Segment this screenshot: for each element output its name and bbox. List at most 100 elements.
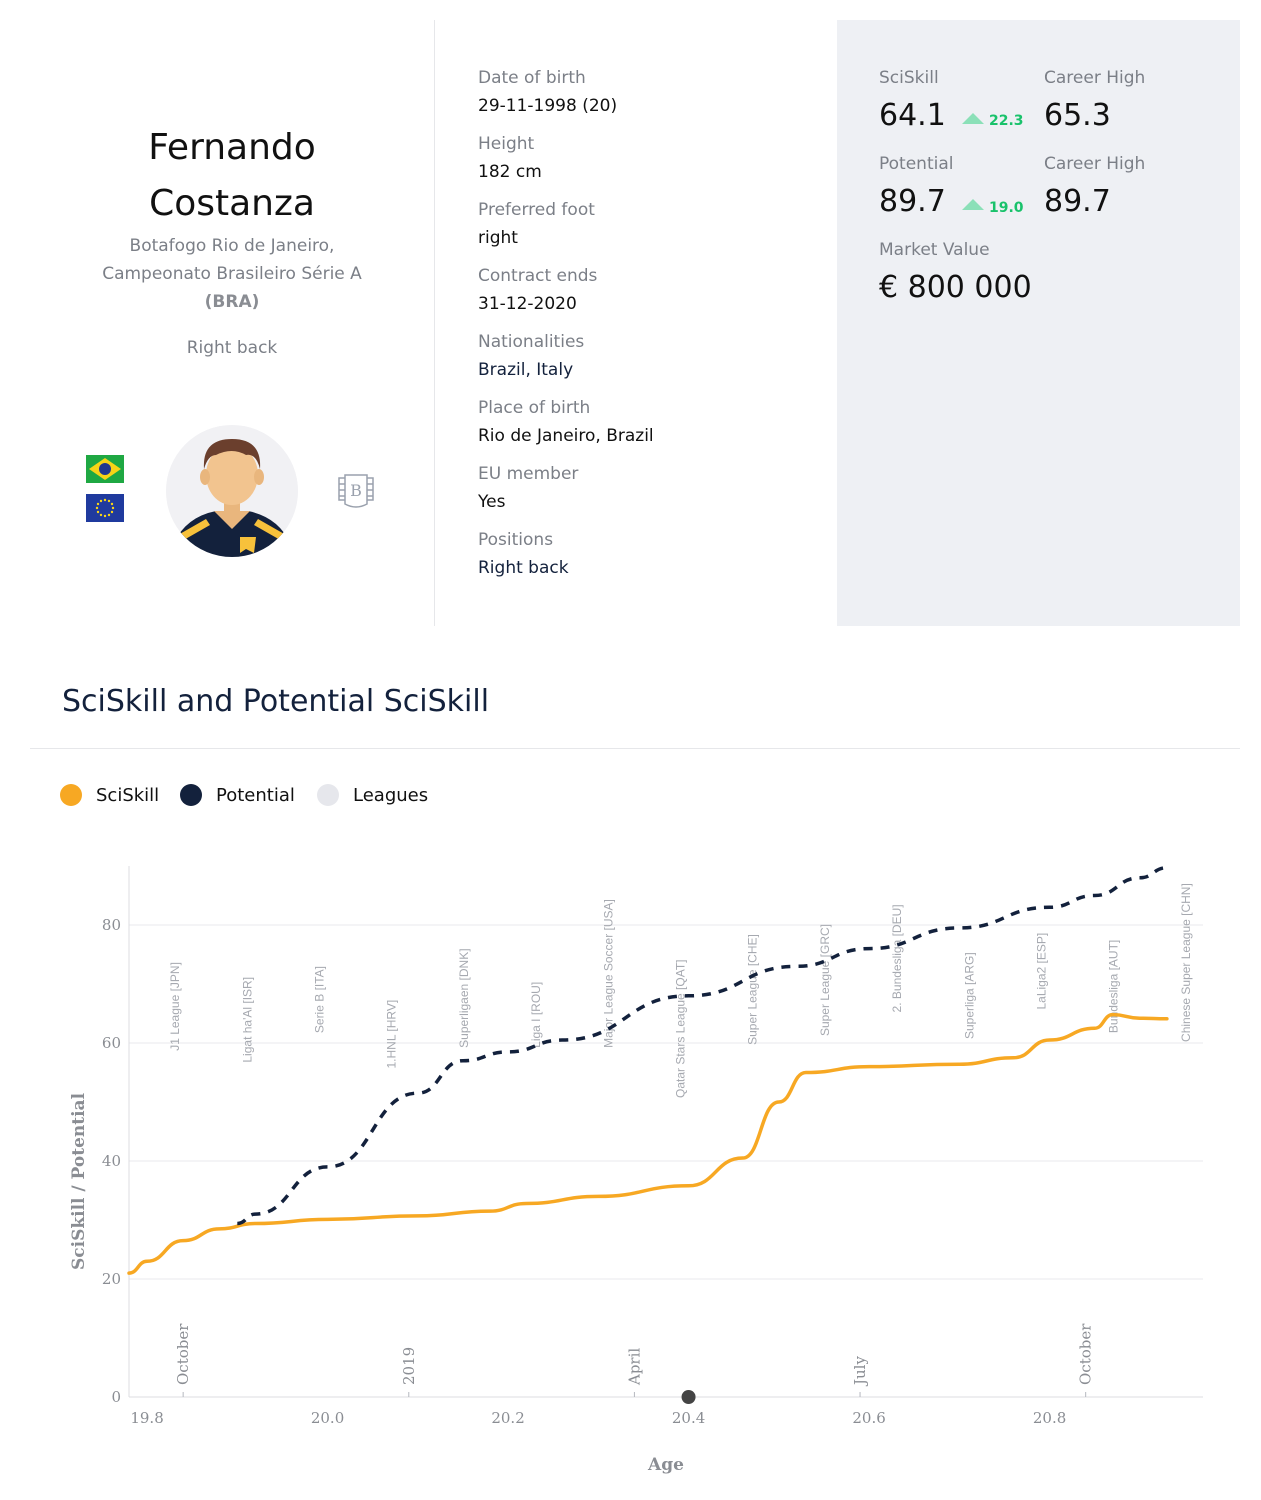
- league-label: Chinese Super League [CHN]: [1179, 883, 1193, 1042]
- detail-label: Preferred foot: [478, 200, 595, 220]
- detail-value: 182 cm: [478, 162, 542, 182]
- legend-label: SciSkill: [96, 784, 160, 806]
- player-profile-card: Fernando Costanza Botafogo Rio de Janeir…: [30, 20, 434, 626]
- league-label: J1 League [JPN]: [168, 962, 182, 1051]
- potential-career-high-value: 89.7: [1044, 184, 1111, 219]
- league-label: Serie B [ITA]: [313, 966, 327, 1033]
- league-label: Superliga [ARG]: [962, 952, 976, 1039]
- date-marker-label: 2019: [400, 1347, 418, 1385]
- detail-date-of-birth: Date of birth 29-11-1998 (20): [478, 64, 818, 130]
- league-label: Qatar Stars League [QAT]: [674, 959, 688, 1098]
- player-avatar-icon: [166, 425, 298, 557]
- potential-value: 89.7: [879, 184, 946, 219]
- legend-item-potential[interactable]: Potential: [180, 784, 295, 806]
- nationalities-link[interactable]: Brazil, Italy: [478, 360, 574, 380]
- club-league: Campeonato Brasileiro Série A: [102, 264, 362, 284]
- sciskill-chart: J1 League [JPN] Ligat ha'Al [ISR] Serie B …: [69, 866, 1203, 1475]
- sciskill-line: [127, 1012, 1169, 1275]
- league-label: Superligaen [DNK]: [457, 948, 471, 1047]
- player-club: Botafogo Rio de Janeiro, Campeonato Bras…: [30, 232, 434, 316]
- legend-label: Potential: [216, 784, 295, 806]
- detail-value: 29-11-1998 (20): [478, 96, 618, 116]
- detail-label: Place of birth: [478, 398, 591, 418]
- detail-label: Date of birth: [478, 68, 586, 88]
- x-tick-label: 19.8: [130, 1409, 163, 1427]
- legend-label: Leagues: [353, 784, 429, 806]
- brazil-flag-icon: [86, 455, 124, 483]
- triangle-up-icon: [962, 113, 984, 124]
- eu-flag-icon: [86, 494, 124, 522]
- x-tick-label: 20.8: [1033, 1409, 1066, 1427]
- player-details: Date of birth 29-11-1998 (20) Height 182…: [478, 64, 818, 592]
- x-tick-label: 20.6: [852, 1409, 885, 1427]
- league-label: Super League [GRC]: [818, 924, 832, 1036]
- y-tick-label: 60: [102, 1034, 121, 1052]
- x-axis-title: Age: [647, 1455, 684, 1475]
- x-tick-label: 20.0: [311, 1409, 344, 1427]
- potential-line: [237, 866, 1168, 1226]
- sciskill-career-high-value: 65.3: [1044, 98, 1111, 133]
- y-tick-label: 40: [102, 1152, 121, 1170]
- sciskill-delta: 22.3: [989, 113, 1024, 129]
- detail-nationalities: Nationalities Brazil, Italy: [478, 328, 818, 394]
- sciskill-value: 64.1: [879, 98, 946, 133]
- triangle-up-icon: [962, 199, 984, 210]
- player-name: Fernando Costanza: [30, 120, 434, 232]
- league-label: 1.HNL [HRV]: [385, 1000, 399, 1069]
- legend-item-leagues[interactable]: Leagues: [317, 784, 428, 806]
- section-divider: [30, 748, 1240, 749]
- section-title: SciSkill and Potential SciSkill: [62, 684, 490, 719]
- league-label: Ligat ha'Al [ISR]: [240, 977, 254, 1063]
- potential-delta: 19.0: [989, 200, 1024, 216]
- positions-link[interactable]: Right back: [478, 558, 569, 578]
- y-tick-label: 80: [102, 916, 121, 934]
- y-tick-label: 0: [111, 1388, 121, 1406]
- legend-dot-icon: [180, 784, 202, 806]
- detail-label: Nationalities: [478, 332, 585, 352]
- potential-label: Potential: [879, 154, 954, 174]
- league-label: Bundesliga [AUT]: [1107, 940, 1121, 1033]
- club-badge-icon: B: [338, 474, 374, 508]
- sciskill-career-high-label: Career High: [1044, 68, 1146, 88]
- date-marker-label: October: [174, 1323, 192, 1385]
- svg-text:B: B: [350, 481, 362, 500]
- player-avatar: [166, 425, 298, 557]
- detail-label: Contract ends: [478, 266, 598, 286]
- legend-dot-icon: [317, 784, 339, 806]
- detail-label: Height: [478, 134, 535, 154]
- league-label: 2. Bundesliga [DEU]: [890, 904, 904, 1012]
- stats-panel: SciSkill 64.1 22.3 Career High 65.3 Pote…: [837, 20, 1240, 626]
- detail-value: Yes: [478, 492, 506, 512]
- sciskill-label: SciSkill: [879, 68, 939, 88]
- detail-label: EU member: [478, 464, 579, 484]
- player-last-name: Costanza: [149, 183, 315, 224]
- card-divider: [434, 20, 435, 626]
- date-marker-label: October: [1077, 1323, 1095, 1385]
- detail-preferred-foot: Preferred foot right: [478, 196, 818, 262]
- detail-contract-ends: Contract ends 31-12-2020: [478, 262, 818, 328]
- detail-label: Positions: [478, 530, 554, 550]
- league-label: Major League Soccer [USA]: [601, 899, 615, 1048]
- league-label: Liga I [ROU]: [529, 982, 543, 1048]
- x-tick-label: 20.2: [491, 1409, 524, 1427]
- player-first-name: Fernando: [148, 127, 316, 168]
- legend-dot-icon: [60, 784, 82, 806]
- market-value: € 800 000: [879, 270, 1032, 305]
- detail-positions: Positions Right back: [478, 526, 818, 592]
- y-axis-title: SciSkill / Potential: [69, 1092, 89, 1270]
- detail-place-of-birth: Place of birth Rio de Janeiro, Brazil: [478, 394, 818, 460]
- y-tick-label: 20: [102, 1270, 121, 1288]
- club-country: (BRA): [204, 292, 260, 312]
- club-name: Botafogo Rio de Janeiro,: [129, 236, 335, 256]
- detail-value: Rio de Janeiro, Brazil: [478, 426, 654, 446]
- detail-height: Height 182 cm: [478, 130, 818, 196]
- market-value-label: Market Value: [879, 240, 990, 260]
- potential-career-high-label: Career High: [1044, 154, 1146, 174]
- league-label: Super League [CHE]: [746, 934, 760, 1045]
- detail-eu-member: EU member Yes: [478, 460, 818, 526]
- league-label: LaLiga2 [ESP]: [1035, 933, 1049, 1010]
- player-position: Right back: [186, 338, 278, 358]
- current-age-marker: [681, 1390, 696, 1404]
- x-tick-label: 20.4: [672, 1409, 705, 1427]
- legend-item-sciskill[interactable]: SciSkill: [60, 784, 159, 806]
